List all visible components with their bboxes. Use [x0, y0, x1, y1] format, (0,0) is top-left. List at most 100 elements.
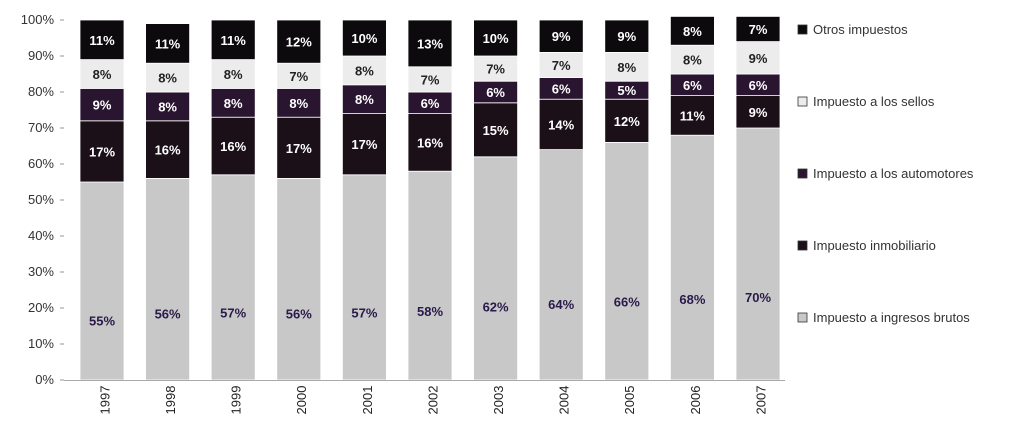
data-label: 8% [617, 60, 636, 75]
y-tick-label: 80% [28, 84, 54, 99]
legend-item: Impuesto inmobiliario [797, 238, 936, 253]
data-label: 57% [220, 305, 246, 320]
bar-segment [79, 59, 125, 89]
bar-segment [276, 177, 322, 381]
bar-segment [145, 23, 191, 64]
data-label: 6% [486, 85, 505, 100]
y-tick-label: 40% [28, 228, 54, 243]
y-axis: 0% 10% 20% 30% 40% 50% 60% 70% 80% 90% 100% [21, 12, 64, 387]
data-label: 8% [158, 99, 177, 114]
bar-segment [276, 62, 322, 89]
y-tick-label: 100% [21, 12, 55, 27]
bar-segment [341, 55, 387, 86]
data-label: 9% [93, 98, 112, 113]
data-label: 8% [683, 24, 702, 39]
x-tick-label: 1998 [163, 386, 178, 415]
bar-segment [670, 134, 715, 381]
data-label: 11% [221, 33, 247, 48]
legend-label: Impuesto a ingresos brutos [813, 310, 970, 325]
legend-swatch [797, 24, 808, 35]
x-tick-label: 1997 [97, 386, 112, 415]
legend-swatch [797, 96, 808, 107]
legend: Otros impuestos Impuesto a los sellos Impu… [797, 22, 974, 325]
y-tick-label: 30% [28, 264, 54, 279]
data-label: 11% [89, 33, 115, 48]
bar-segment [276, 116, 322, 179]
legend-item: Otros impuestos [797, 22, 908, 37]
bar-segment [407, 113, 453, 172]
data-label: 8% [158, 71, 177, 86]
legend-swatch [797, 168, 808, 179]
y-tick-label: 0% [35, 372, 54, 387]
bar-segment [604, 52, 650, 82]
bar-segment [276, 19, 322, 64]
data-label: 12% [286, 35, 312, 50]
data-label: 5% [617, 83, 636, 98]
data-label: 68% [679, 292, 705, 307]
data-label: 56% [286, 306, 312, 321]
x-tick-label: 1999 [229, 386, 244, 415]
bar-stack: 57% 17% 8% 8% 10% [341, 19, 387, 381]
bar-segment [145, 177, 191, 381]
data-label: 15% [483, 123, 509, 138]
bar-segment [407, 170, 453, 381]
x-tick-label: 2006 [688, 386, 703, 415]
legend-label: Impuesto a los automotores [813, 166, 974, 181]
data-label: 17% [286, 141, 312, 156]
data-label: 8% [93, 67, 112, 82]
bar-segment [79, 88, 125, 122]
bar-segment [538, 98, 584, 150]
data-label: 62% [483, 299, 509, 314]
bar-segment [473, 55, 519, 82]
bars: 55%17%9%8%11%56%16%8%8%11%57%16%8%8%11%5… [79, 15, 781, 381]
data-label: 10% [483, 31, 509, 46]
bar-segment [341, 174, 387, 381]
legend-label: Otros impuestos [813, 22, 908, 37]
legend-item: Impuesto a los sellos [797, 94, 935, 109]
data-label: 17% [351, 137, 377, 152]
x-tick-label: 2004 [557, 386, 572, 415]
y-tick-label: 90% [28, 48, 54, 63]
bar-segment [210, 19, 256, 60]
data-label: 7% [421, 72, 440, 87]
bar-segment [210, 174, 256, 381]
data-label: 16% [220, 139, 246, 154]
data-label: 13% [417, 36, 443, 51]
data-label: 7% [552, 58, 571, 73]
legend-swatch [797, 240, 808, 251]
data-label: 56% [155, 306, 181, 321]
data-label: 11% [155, 36, 181, 51]
bar-stack: 55% 17% 9% 8% 11% [79, 19, 125, 381]
data-label: 10% [351, 31, 377, 46]
bar-stack: 68% 11% 6% 8% 8% [670, 15, 715, 381]
data-label: 8% [224, 67, 243, 82]
bar-segment [210, 59, 256, 89]
legend-item: Impuesto a los automotores [797, 166, 974, 181]
data-label: 7% [749, 22, 768, 37]
bar-segment [735, 127, 781, 381]
bar-segment [604, 141, 650, 381]
bar-stack: 56% 16% 8% 8% 11% [145, 23, 191, 381]
bar-segment [670, 95, 715, 136]
bar-segment [473, 19, 519, 57]
data-label: 58% [417, 304, 443, 319]
bar-segment [538, 149, 584, 381]
legend-label: Impuesto a los sellos [813, 94, 935, 109]
data-label: 9% [552, 29, 571, 44]
data-label: 7% [486, 62, 505, 77]
bar-segment [604, 19, 650, 53]
data-label: 8% [289, 96, 308, 111]
data-label: 8% [683, 53, 702, 68]
bar-segment [341, 84, 387, 115]
x-tick-label: 2005 [622, 386, 637, 415]
bar-stack: 70% 9% 6% 9% 7% [735, 15, 781, 381]
bar-stack: 64% 14% 6% 7% 9% [538, 19, 584, 381]
bar-stack: 56% 17% 8% 7% 12% [276, 19, 322, 381]
data-label: 70% [745, 290, 771, 305]
data-label: 64% [548, 297, 574, 312]
data-label: 16% [155, 143, 181, 158]
data-label: 7% [289, 69, 308, 84]
data-label: 6% [552, 81, 571, 96]
bar-segment [79, 120, 125, 183]
